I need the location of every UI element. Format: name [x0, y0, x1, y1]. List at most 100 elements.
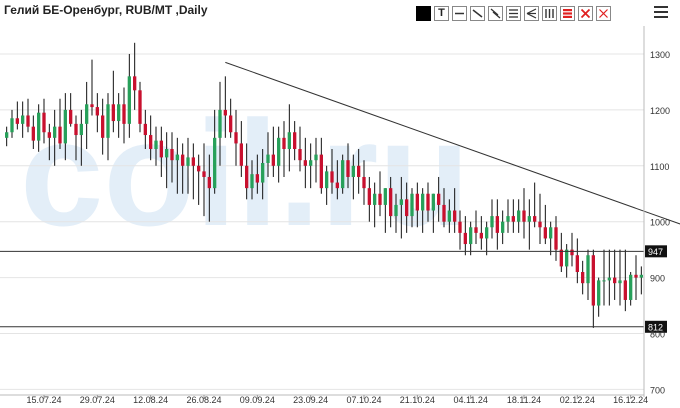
delete-x-icon — [580, 8, 591, 18]
candle-body — [511, 216, 515, 222]
text-tool-button[interactable]: T — [434, 5, 449, 21]
candle-body — [261, 162, 265, 183]
y-tick-label-900: 900 — [650, 274, 665, 284]
candle-body — [501, 221, 505, 233]
candle-body — [373, 193, 377, 205]
candle-body — [245, 165, 249, 189]
candle-body — [474, 227, 478, 233]
candle-body — [303, 160, 307, 166]
fibonacci-tool-button[interactable] — [560, 5, 575, 21]
candle-body — [362, 176, 366, 189]
candle-body — [469, 227, 473, 245]
candle-body — [453, 210, 457, 222]
chart-title: Гелий БЕ-Оренбург, RUB/MT ,Daily — [4, 3, 208, 17]
candle-body — [175, 154, 179, 161]
candle-body — [581, 272, 585, 284]
candle-body — [575, 255, 579, 273]
candle-body — [335, 182, 339, 189]
x-tick-label: 21.10.24 — [400, 395, 435, 405]
delete-all-button[interactable] — [596, 5, 611, 21]
candle-body — [31, 126, 35, 141]
candle-body — [223, 109, 227, 116]
candle-body — [447, 210, 451, 222]
parallel-lines-tool-button[interactable] — [488, 5, 503, 21]
candle-body — [394, 204, 398, 217]
candle-body — [458, 221, 462, 233]
candle-body — [138, 90, 142, 124]
trend-line-tool-button[interactable] — [470, 5, 485, 21]
candle-body — [37, 112, 41, 141]
x-tick-label: 07.10.24 — [346, 395, 381, 405]
candle-body — [282, 137, 286, 150]
candle-body — [517, 210, 521, 222]
y-tick-label-1200: 1200 — [650, 106, 670, 116]
candle-body — [597, 280, 601, 306]
x-tick-label: 18.11.24 — [507, 395, 541, 405]
horizontal-line-tool-button[interactable] — [452, 5, 467, 21]
channel-tool-button[interactable] — [506, 5, 521, 21]
vertical-lines-icon — [545, 8, 554, 18]
candle-body — [53, 126, 57, 138]
text-T-icon: T — [438, 6, 445, 19]
candle-body — [255, 174, 259, 183]
candle-body — [490, 216, 494, 228]
candle-body — [90, 104, 94, 108]
candle-body — [399, 199, 403, 205]
candle-body — [357, 165, 361, 177]
horizontal-line-icon — [455, 12, 464, 14]
candle-body — [607, 277, 611, 281]
trend-line[interactable] — [225, 61, 680, 227]
candle-body — [181, 154, 185, 166]
candle-body — [554, 227, 558, 250]
candle-body — [314, 154, 318, 161]
candle-body — [602, 280, 606, 282]
candle-body — [522, 210, 526, 222]
candle-body — [309, 160, 313, 166]
parallel-diagonal-lines-icon — [490, 8, 501, 18]
diagonal-line-icon — [472, 8, 483, 18]
candle-body — [127, 76, 131, 124]
vertical-lines-tool-button[interactable] — [542, 5, 557, 21]
level-label-bg-947 — [645, 245, 667, 258]
candle-body — [239, 143, 243, 166]
candle-body — [639, 274, 643, 278]
fibonacci-levels-icon — [563, 8, 572, 18]
candle-body — [527, 216, 531, 222]
candle-body — [218, 109, 222, 138]
x-tick-label: 02.12.24 — [560, 395, 595, 405]
candle-body — [378, 193, 382, 205]
hamburger-menu-icon[interactable] — [654, 6, 668, 19]
candle-body — [325, 171, 329, 189]
candle-body — [58, 126, 62, 144]
candle-body — [101, 115, 105, 138]
candle-body — [293, 132, 297, 150]
candle-body — [95, 107, 99, 116]
x-tick-label: 15.07.24 — [26, 395, 61, 405]
candle-body — [26, 115, 30, 127]
candle-body — [623, 280, 627, 300]
delete-x-outline-icon — [599, 8, 608, 18]
y-tick-label-800: 800 — [650, 330, 665, 340]
candle-body — [506, 216, 510, 222]
candle-body — [533, 216, 537, 222]
candle-body — [149, 135, 153, 150]
fan-tool-button[interactable] — [524, 5, 539, 21]
y-axis: 700 800 900 1000 1100 1200 1300 — [643, 26, 670, 397]
candle-body — [287, 132, 291, 150]
candle-body — [186, 157, 190, 166]
candle-body — [69, 109, 73, 124]
candle-body — [341, 160, 345, 189]
level-label-812: 812 — [648, 322, 663, 332]
horizontal-channel-icon — [509, 8, 518, 18]
candle-body — [565, 249, 569, 267]
x-tick-label: 09.09.24 — [240, 395, 275, 405]
delete-selected-button[interactable] — [578, 5, 593, 21]
color-picker-button[interactable] — [416, 5, 431, 21]
candle-body — [15, 118, 19, 124]
candle-body — [330, 171, 334, 183]
candle-body — [250, 174, 254, 189]
trend-line-segment[interactable] — [225, 61, 680, 227]
candle-body — [634, 274, 638, 278]
drawing-toolbar: T — [416, 4, 614, 22]
